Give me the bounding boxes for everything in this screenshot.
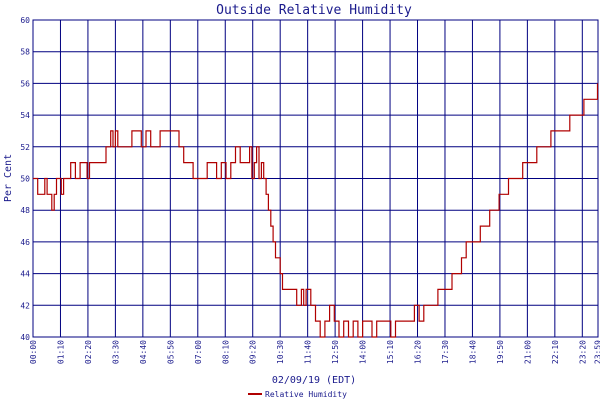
y-tick-label: 58	[20, 48, 30, 57]
x-tick-label: 02:20	[84, 340, 93, 364]
y-tick-label: 42	[20, 301, 30, 310]
y-tick-labels: 40 42 44 46 48 50 52 54 56 58 60	[20, 16, 30, 342]
x-tick-label: 04:40	[139, 340, 148, 364]
y-tick-label: 60	[20, 16, 30, 25]
x-axis-label: 02/09/19 (EDT)	[272, 375, 356, 386]
y-tick-label: 44	[20, 270, 30, 279]
x-tick-label: 19:50	[496, 340, 505, 364]
x-tick-label: 01:10	[56, 340, 65, 364]
x-tick-label: 12:50	[331, 340, 340, 364]
x-tick-label: 23:20	[578, 340, 587, 364]
x-tick-label: 22:10	[551, 340, 560, 364]
x-tick-label: 17:30	[441, 340, 450, 364]
y-tick-label: 48	[20, 206, 30, 215]
y-tick-label: 40	[20, 333, 30, 342]
x-tick-label: 08:10	[221, 340, 230, 364]
y-tick-label: 46	[20, 238, 30, 247]
x-tick-label: 00:00	[29, 340, 38, 364]
x-tick-label: 18:40	[468, 340, 477, 364]
chart-title: Outside Relative Humidity	[216, 3, 412, 18]
x-tick-label: 11:40	[304, 340, 313, 364]
x-tick-label: 23:59	[594, 340, 600, 364]
x-tick-label: 15:10	[386, 340, 395, 364]
x-tick-label: 07:00	[194, 340, 203, 364]
y-axis-label: Per Cent	[3, 154, 14, 202]
y-tick-label: 52	[20, 143, 30, 152]
series-layer	[33, 83, 599, 338]
x-tick-labels: 00:00 01:10 02:20 03:30 04:40 05:50 07:00 08:10…	[29, 340, 600, 364]
x-tick-label: 16:20	[414, 340, 423, 364]
y-tick-label: 50	[20, 175, 30, 184]
x-tick-label: 21:00	[523, 340, 532, 364]
x-tick-label: 03:30	[111, 340, 120, 364]
series-line-relative-humidity	[33, 83, 599, 338]
x-tick-label: 14:00	[359, 340, 368, 364]
legend-label: Relative Humidity	[265, 390, 347, 399]
x-tick-label: 10:30	[276, 340, 285, 364]
x-tick-label: 09:20	[249, 340, 258, 364]
y-tick-label: 56	[20, 79, 30, 88]
x-tick-label: 05:50	[166, 340, 175, 364]
y-tick-label: 54	[20, 111, 30, 120]
legend: Relative Humidity	[248, 390, 347, 399]
